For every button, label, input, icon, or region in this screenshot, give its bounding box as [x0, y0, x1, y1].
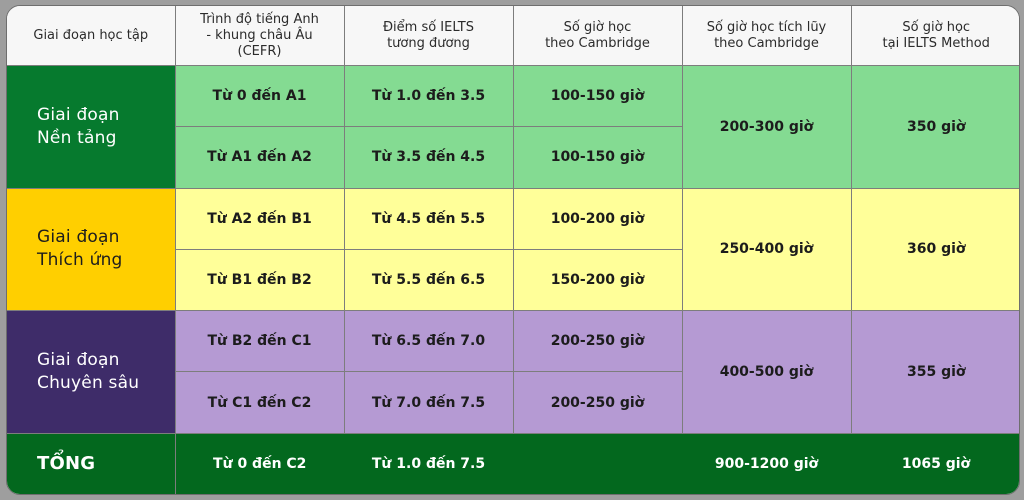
cefr-cell: Từ A1 đến A2 — [175, 126, 345, 189]
total-label: TỔNG — [7, 432, 176, 494]
ielts-cell: Từ 4.5 đến 5.5 — [343, 187, 514, 250]
ielts-cell: Từ 5.5 đến 6.5 — [343, 248, 514, 312]
header-cefr: Trình độ tiếng Anh - khung châu Âu (CEFR… — [174, 6, 345, 66]
cumulative-hours-cell: 200-300 giờ — [681, 65, 852, 189]
table-row: Giai đoạn Nền tảng Từ 0 đến A1 Từ 1.0 đế… — [7, 64, 1019, 189]
header-ielts: Điểm số IELTS tương đương — [343, 6, 514, 66]
study-roadmap-card: Giai đoạn học tập Trình độ tiếng Anh - k… — [6, 5, 1020, 495]
total-method-hours-cell: 1065 giờ — [851, 433, 1019, 494]
stage-cell-advanced: Giai đoạn Chuyên sâu — [7, 310, 176, 434]
header-cumulative-hours: Số giờ học tích lũy theo Cambridge — [681, 6, 852, 66]
cefr-cell: Từ B1 đến B2 — [175, 248, 345, 312]
total-row: TỔNG Từ 0 đến C2 Từ 1.0 đến 7.5 900-1200… — [7, 432, 1019, 494]
header-row: Giai đoạn học tập Trình độ tiếng Anh - k… — [7, 6, 1019, 66]
header-stage: Giai đoạn học tập — [7, 6, 176, 66]
table-row: Giai đoạn Chuyên sâu Từ B2 đến C1 Từ 6.5… — [7, 310, 1019, 434]
method-hours-cell: 355 giờ — [850, 310, 1019, 434]
hours-cell: 100-150 giờ — [512, 64, 683, 128]
total-hours-cell — [513, 433, 682, 494]
table-row: Từ C1 đến C2 Từ 7.0 đến 7.5 200-250 giờ — [7, 371, 1019, 434]
cefr-cell: Từ C1 đến C2 — [175, 371, 345, 434]
ielts-cell: Từ 1.0 đến 3.5 — [343, 64, 514, 128]
hours-cell: 100-150 giờ — [512, 126, 682, 189]
header-method-hours: Số giờ học tại IELTS Method — [850, 6, 1019, 66]
method-hours-cell: 360 giờ — [850, 187, 1019, 312]
study-roadmap-table: Giai đoạn học tập Trình độ tiếng Anh - k… — [7, 6, 1019, 494]
total-ielts-cell: Từ 1.0 đến 7.5 — [344, 433, 513, 494]
total-cumulative-hours-cell: 900-1200 giờ — [682, 433, 851, 494]
cefr-cell: Từ B2 đến C1 — [174, 310, 345, 373]
table-row: Giai đoạn Thích ứng Từ A2 đến B1 Từ 4.5 … — [7, 187, 1019, 312]
hours-cell: 200-250 giờ — [512, 371, 682, 434]
cefr-cell: Từ A2 đến B1 — [174, 187, 345, 250]
hours-cell: 150-200 giờ — [512, 248, 682, 312]
stage-cell-adaptation: Giai đoạn Thích ứng — [7, 187, 176, 312]
method-hours-cell: 350 giờ — [850, 65, 1019, 189]
ielts-cell: Từ 6.5 đến 7.0 — [343, 310, 514, 373]
hours-cell: 200-250 giờ — [512, 310, 683, 373]
cefr-cell: Từ 0 đến A1 — [174, 64, 345, 128]
stage-cell-foundation: Giai đoạn Nền tảng — [7, 65, 176, 189]
cumulative-hours-cell: 400-500 giờ — [681, 310, 852, 434]
cumulative-hours-cell: 250-400 giờ — [681, 187, 852, 312]
header-cambridge-hours: Số giờ học theo Cambridge — [512, 6, 683, 66]
ielts-cell: Từ 7.0 đến 7.5 — [343, 371, 514, 434]
total-cefr-cell: Từ 0 đến C2 — [175, 433, 344, 494]
hours-cell: 100-200 giờ — [512, 187, 683, 250]
ielts-cell: Từ 3.5 đến 4.5 — [343, 126, 514, 189]
